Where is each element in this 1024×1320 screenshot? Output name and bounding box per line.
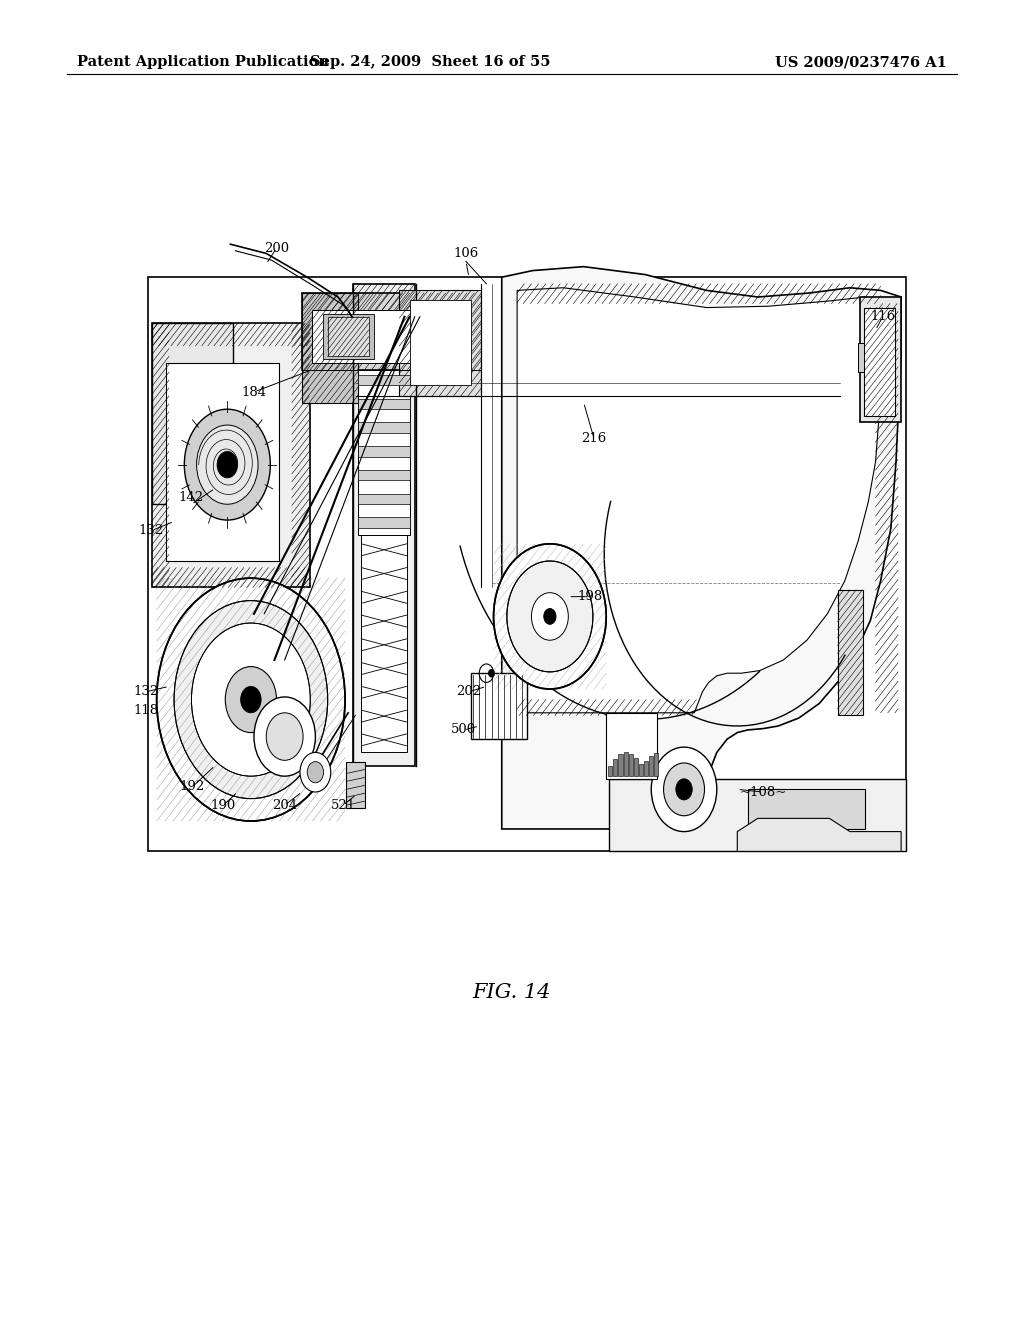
Bar — [864, 308, 895, 416]
Bar — [312, 310, 445, 363]
Bar — [606, 713, 657, 779]
Bar — [654, 752, 658, 776]
Bar — [358, 327, 410, 338]
Text: 521: 521 — [331, 799, 355, 812]
Text: 116: 116 — [870, 310, 895, 323]
Circle shape — [544, 609, 556, 624]
Bar — [346, 762, 365, 808]
Circle shape — [488, 669, 495, 677]
Circle shape — [507, 561, 593, 672]
Bar — [358, 470, 410, 480]
Polygon shape — [517, 288, 883, 713]
Bar — [358, 330, 410, 535]
Bar — [748, 789, 865, 829]
Bar — [353, 284, 415, 766]
Text: 204: 204 — [272, 799, 297, 812]
Circle shape — [254, 697, 315, 776]
Bar — [399, 290, 481, 396]
Bar — [358, 517, 410, 528]
Bar — [639, 764, 643, 776]
Text: 118: 118 — [134, 704, 159, 717]
Bar — [624, 752, 628, 776]
Bar — [629, 754, 633, 776]
Circle shape — [197, 425, 258, 504]
Circle shape — [184, 409, 270, 520]
Bar — [634, 758, 638, 776]
Text: US 2009/0237476 A1: US 2009/0237476 A1 — [775, 55, 947, 69]
Bar — [358, 446, 410, 457]
Bar — [302, 293, 358, 403]
Text: 132: 132 — [139, 524, 164, 537]
Bar — [613, 759, 617, 776]
Text: 202: 202 — [457, 685, 481, 698]
Bar — [358, 375, 410, 385]
Text: 132: 132 — [134, 685, 159, 698]
Bar — [608, 766, 612, 776]
Bar — [858, 343, 864, 372]
Circle shape — [191, 623, 310, 776]
Circle shape — [664, 763, 705, 816]
Circle shape — [217, 451, 238, 478]
Circle shape — [266, 713, 303, 760]
Bar — [410, 300, 471, 385]
Bar — [323, 314, 374, 359]
Bar — [649, 755, 653, 776]
Text: 216: 216 — [582, 432, 606, 445]
Bar — [361, 535, 407, 752]
Text: 184: 184 — [242, 385, 266, 399]
Bar — [838, 590, 863, 715]
Text: 192: 192 — [180, 780, 205, 793]
Text: 198: 198 — [578, 590, 602, 603]
Text: Sep. 24, 2009  Sheet 16 of 55: Sep. 24, 2009 Sheet 16 of 55 — [310, 55, 550, 69]
Circle shape — [300, 752, 331, 792]
Bar — [358, 399, 410, 409]
Text: 200: 200 — [264, 242, 289, 255]
Bar — [148, 277, 906, 851]
Circle shape — [651, 747, 717, 832]
Bar — [358, 351, 410, 362]
Text: 500: 500 — [452, 723, 476, 737]
Bar — [358, 422, 410, 433]
Circle shape — [531, 593, 568, 640]
Circle shape — [307, 762, 324, 783]
Bar — [358, 494, 410, 504]
Bar — [618, 755, 623, 776]
Bar — [609, 779, 906, 851]
Bar — [152, 323, 310, 587]
Bar — [860, 297, 901, 422]
Text: 142: 142 — [179, 491, 204, 504]
Bar — [302, 293, 481, 370]
Polygon shape — [737, 818, 901, 851]
Circle shape — [241, 686, 261, 713]
Circle shape — [676, 779, 692, 800]
Circle shape — [225, 667, 276, 733]
Bar — [471, 673, 527, 739]
Circle shape — [174, 601, 328, 799]
Text: ~108~: ~108~ — [739, 785, 786, 799]
Text: Patent Application Publication: Patent Application Publication — [77, 55, 329, 69]
Bar — [644, 760, 648, 776]
Bar — [166, 363, 279, 561]
Bar — [152, 323, 233, 504]
Text: FIG. 14: FIG. 14 — [473, 983, 551, 1002]
Text: 106: 106 — [454, 247, 478, 260]
Polygon shape — [502, 267, 901, 849]
Circle shape — [494, 544, 606, 689]
Bar — [328, 317, 369, 356]
Circle shape — [157, 578, 345, 821]
Text: 190: 190 — [211, 799, 236, 812]
